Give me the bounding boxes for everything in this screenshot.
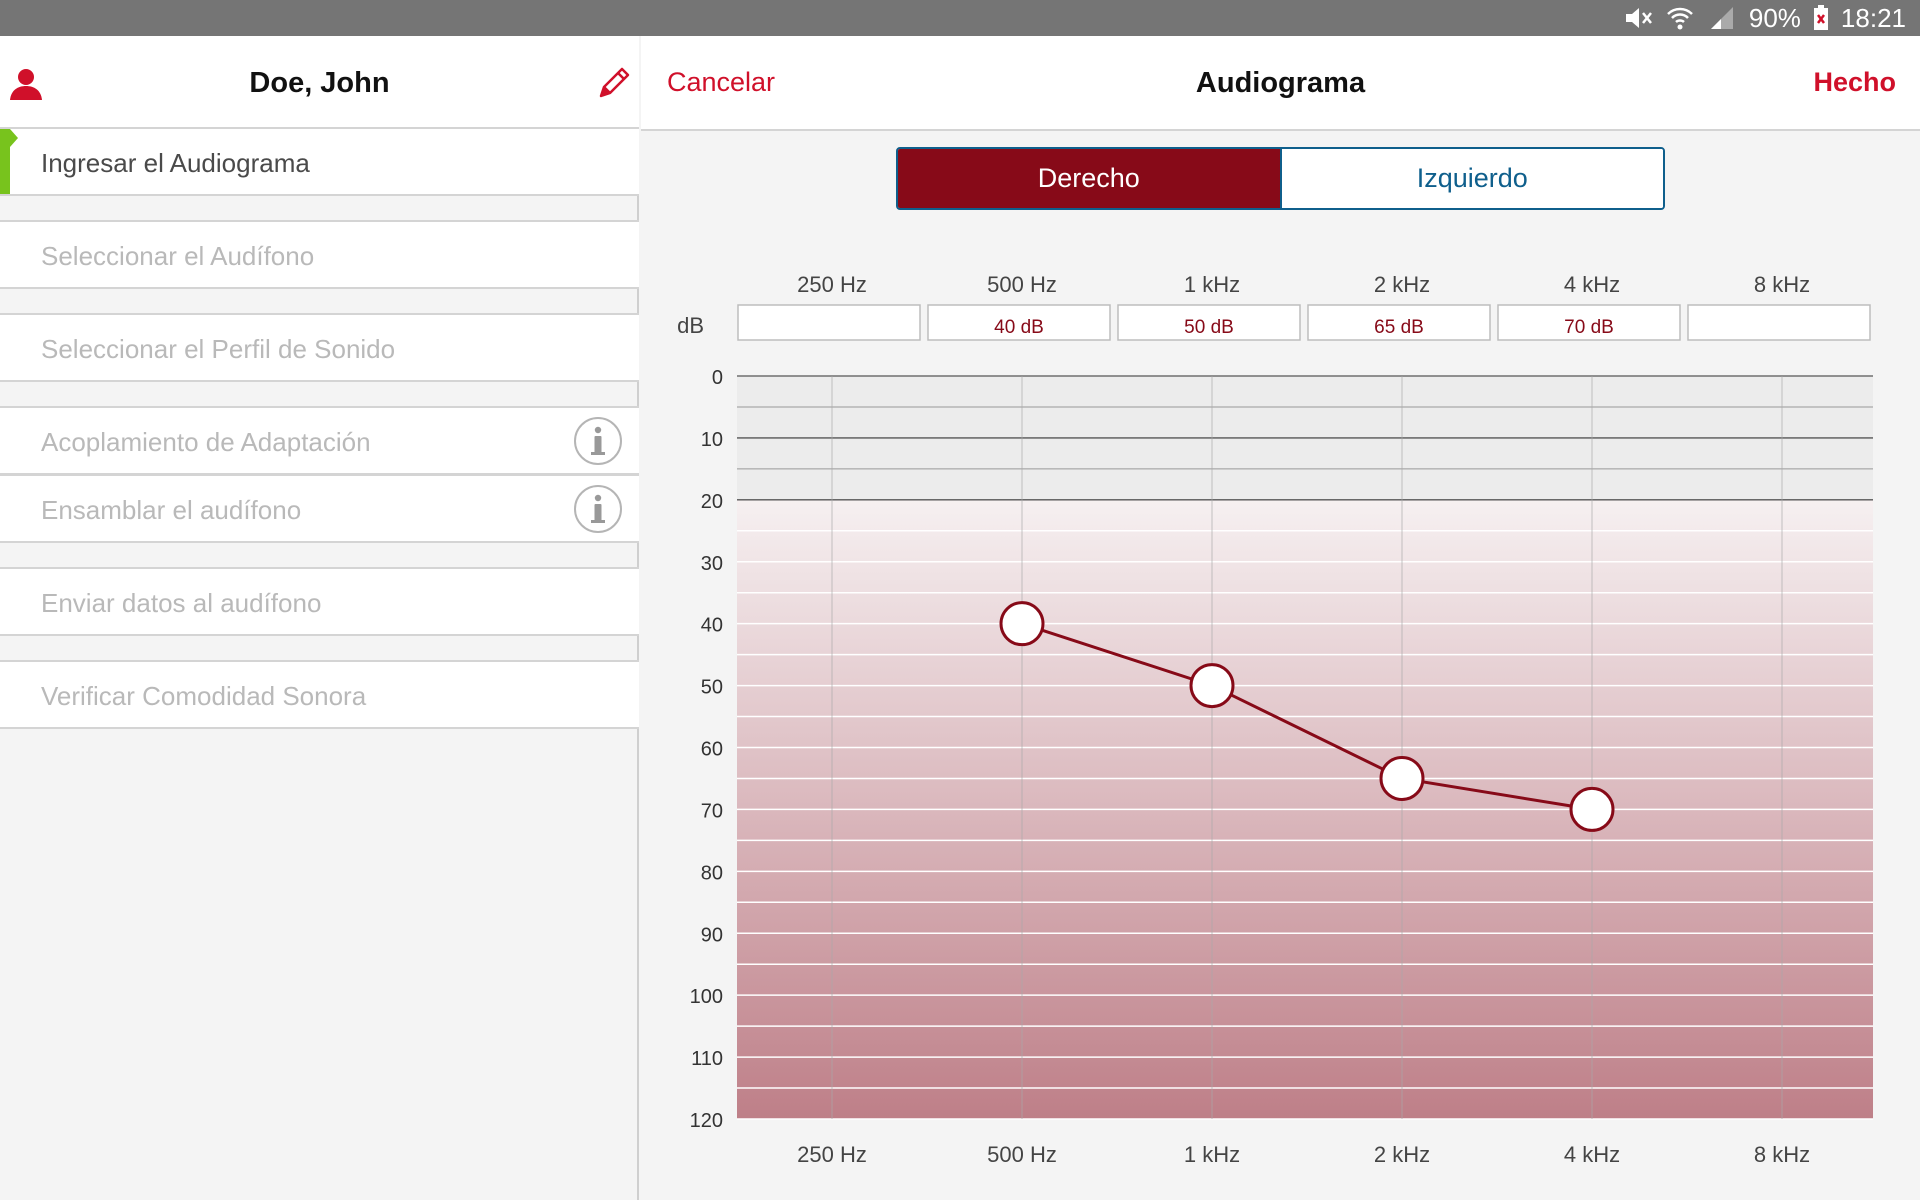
y-tick-label: 60: [701, 739, 723, 761]
frequency-label-top: 4 kHz: [1564, 272, 1620, 297]
workflow-step[interactable]: Acoplamiento de Adaptación: [0, 406, 639, 475]
db-value-box[interactable]: [1497, 304, 1681, 341]
workflow-step[interactable]: Ensamblar el audífono: [0, 474, 639, 543]
y-tick-label: 70: [701, 800, 723, 822]
frequency-label-top: 1 kHz: [1184, 272, 1240, 297]
y-tick-label: 110: [691, 1048, 723, 1070]
frequency-label-top: 500 Hz: [987, 272, 1057, 297]
clock: 18:21: [1840, 2, 1906, 33]
main-panel: Cancelar Audiograma Hecho Derecho Izquie…: [641, 36, 1920, 1200]
workflow-step-label: Verificar Comodidad Sonora: [41, 681, 367, 711]
sidebar: Doe, John Ingresar el Audiograma Seleccio…: [0, 36, 639, 1200]
db-value-label: 70 dB: [1564, 317, 1614, 338]
patient-header: Doe, John: [0, 36, 639, 131]
db-value-label: 65 dB: [1374, 317, 1424, 338]
frequency-label-bottom: 8 kHz: [1754, 1142, 1810, 1167]
y-tick-label: 50: [701, 677, 723, 699]
db-value-label: 40 dB: [994, 317, 1044, 338]
frequency-label-bottom: 1 kHz: [1184, 1142, 1240, 1167]
patient-name: Doe, John: [249, 67, 390, 99]
y-tick-label: 30: [701, 553, 723, 575]
workflow-step[interactable]: Seleccionar el Audífono: [0, 220, 639, 289]
frequency-label-bottom: 500 Hz: [987, 1142, 1057, 1167]
audiogram-point[interactable]: [1569, 786, 1615, 832]
active-step-indicator: [0, 129, 10, 194]
done-button[interactable]: Hecho: [1813, 67, 1896, 97]
audiogram-point[interactable]: [1189, 663, 1235, 709]
pencil-icon[interactable]: [595, 64, 633, 102]
workflow-step[interactable]: Verificar Comodidad Sonora: [0, 660, 639, 729]
db-value-box[interactable]: [1117, 304, 1301, 341]
frequency-label-bottom: 4 kHz: [1564, 1142, 1620, 1167]
frequency-label-bottom: 2 kHz: [1374, 1142, 1430, 1167]
frequency-label-top: 2 kHz: [1374, 272, 1430, 297]
y-tick-label: 0: [712, 367, 723, 389]
workflow-step-label: Ingresar el Audiograma: [41, 148, 310, 178]
workflow-step[interactable]: Ingresar el Audiograma: [0, 127, 639, 196]
active-step-notch: [10, 129, 18, 147]
frequency-label-top: 250 Hz: [797, 272, 867, 297]
workflow-step-label: Ensamblar el audífono: [41, 495, 302, 525]
workflow-step-label: Enviar datos al audífono: [41, 588, 322, 618]
info-icon[interactable]: [573, 416, 623, 466]
audiogram-chart[interactable]: 250 Hz 500 Hz 40 dB 1 kHz 50 dB 2 kHz 65 dB 4 k…: [641, 36, 1920, 1200]
battery-icon: [1813, 5, 1828, 30]
db-value-label: 50 dB: [1184, 317, 1234, 338]
db-value-box[interactable]: [1687, 304, 1871, 341]
ear-toggle: Derecho Izquierdo: [896, 147, 1665, 210]
cancel-button[interactable]: Cancelar: [667, 67, 776, 97]
db-value-box[interactable]: [1307, 304, 1491, 341]
workflow-step-label: Seleccionar el Perfil de Sonido: [41, 334, 396, 364]
right-ear-tab[interactable]: Derecho: [898, 149, 1280, 208]
signal-icon: [1710, 7, 1733, 29]
mute-icon: [1625, 8, 1652, 28]
battery-percent: 90%: [1748, 2, 1801, 33]
audiogram-point[interactable]: [1379, 755, 1425, 801]
info-icon[interactable]: [573, 484, 623, 534]
workflow-step[interactable]: Enviar datos al audífono: [0, 567, 639, 636]
status-bar: 90% 18:21: [0, 0, 1920, 36]
wifi-icon: [1666, 7, 1693, 30]
db-row-label: dB: [677, 313, 704, 338]
audiogram-point[interactable]: [999, 601, 1045, 647]
y-tick-label: 120: [690, 1110, 723, 1132]
workflow-step-label: Seleccionar el Audífono: [41, 241, 315, 271]
workflow-step[interactable]: Seleccionar el Perfil de Sonido: [0, 313, 639, 382]
workflow-step-label: Acoplamiento de Adaptación: [41, 427, 371, 457]
audiogram-series-line: [1021, 622, 1593, 811]
user-icon[interactable]: [8, 66, 44, 102]
y-tick-label: 90: [701, 924, 723, 946]
frequency-label-bottom: 250 Hz: [797, 1142, 867, 1167]
main-header: Cancelar Audiograma Hecho: [641, 36, 1920, 131]
y-tick-label: 100: [690, 986, 723, 1008]
db-value-box[interactable]: [927, 304, 1111, 341]
y-tick-label: 20: [701, 491, 723, 513]
y-tick-label: 40: [701, 615, 723, 637]
db-value-box[interactable]: [737, 304, 921, 341]
y-tick-label: 10: [701, 429, 723, 451]
frequency-label-top: 8 kHz: [1754, 272, 1810, 297]
left-ear-tab[interactable]: Izquierdo: [1279, 149, 1663, 208]
y-tick-label: 80: [701, 862, 723, 884]
